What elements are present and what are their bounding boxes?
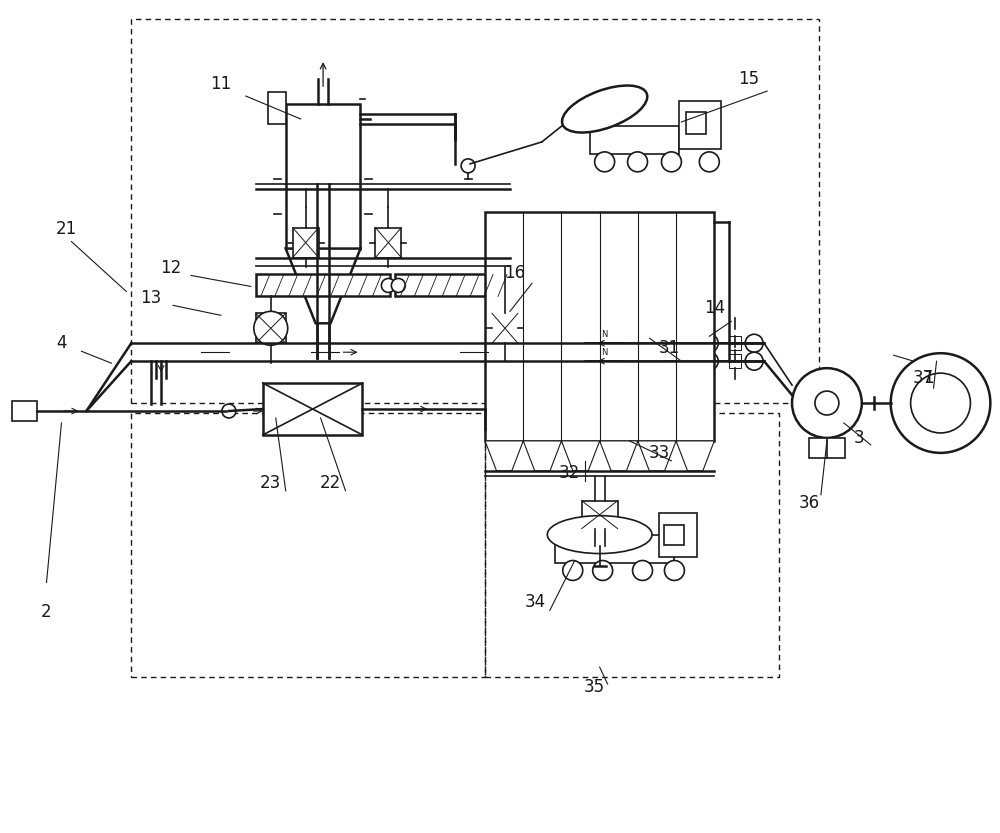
Text: 15: 15 [739, 70, 760, 88]
Ellipse shape [547, 516, 652, 554]
Circle shape [674, 352, 692, 370]
Circle shape [664, 561, 684, 581]
Bar [12, 401, 37, 421]
Polygon shape [286, 248, 360, 323]
Polygon shape [561, 441, 600, 471]
Bar [263, 383, 362, 435]
Text: 34: 34 [524, 593, 545, 611]
Bar [131, 19, 819, 403]
Circle shape [593, 561, 613, 581]
Bar [375, 227, 401, 257]
Circle shape [745, 334, 763, 352]
Bar [679, 101, 721, 149]
Bar [131, 413, 485, 677]
Bar [630, 337, 644, 350]
Text: 16: 16 [504, 265, 526, 282]
Bar [729, 354, 741, 368]
Bar [485, 413, 779, 677]
Circle shape [891, 353, 990, 453]
Circle shape [699, 152, 719, 172]
Circle shape [628, 152, 648, 172]
Circle shape [815, 391, 839, 415]
Text: N: N [601, 330, 608, 339]
Text: 32: 32 [559, 464, 580, 481]
Text: 22: 22 [320, 474, 341, 491]
Circle shape [461, 159, 475, 172]
Circle shape [650, 334, 668, 352]
Circle shape [222, 404, 236, 418]
Circle shape [595, 152, 615, 172]
Polygon shape [485, 441, 523, 471]
Ellipse shape [562, 86, 647, 132]
Circle shape [381, 278, 395, 292]
Bar [582, 501, 618, 529]
Polygon shape [638, 441, 676, 471]
Text: 2: 2 [41, 603, 52, 621]
Bar [590, 126, 679, 154]
Bar [659, 512, 697, 556]
Polygon shape [676, 441, 714, 471]
Text: 33: 33 [649, 444, 670, 461]
Text: 23: 23 [260, 474, 281, 491]
Circle shape [911, 373, 970, 433]
Text: 4: 4 [56, 334, 67, 352]
Circle shape [563, 561, 583, 581]
Text: 35: 35 [584, 678, 605, 696]
Bar [485, 212, 714, 441]
Bar [555, 535, 674, 562]
Bar [492, 314, 518, 344]
Text: 31: 31 [659, 339, 680, 357]
Bar [630, 354, 644, 368]
Bar [286, 104, 360, 248]
Circle shape [661, 152, 681, 172]
Circle shape [700, 352, 718, 370]
Text: 21: 21 [56, 220, 77, 237]
Circle shape [792, 368, 862, 438]
Text: 14: 14 [704, 299, 725, 317]
Bar [395, 275, 510, 297]
Text: 12: 12 [160, 260, 182, 277]
Circle shape [650, 352, 668, 370]
Bar [268, 92, 286, 124]
Text: 13: 13 [141, 289, 162, 307]
Bar [664, 525, 684, 545]
Text: 36: 36 [798, 494, 820, 511]
Circle shape [633, 561, 652, 581]
Polygon shape [523, 441, 561, 471]
Circle shape [674, 334, 692, 352]
Circle shape [391, 278, 405, 292]
Circle shape [254, 312, 288, 345]
Bar [686, 112, 706, 134]
Bar [729, 337, 741, 350]
Text: 11: 11 [210, 75, 232, 93]
Bar [809, 438, 845, 458]
Text: N: N [601, 348, 608, 357]
Bar [256, 313, 286, 343]
Polygon shape [600, 441, 638, 471]
Circle shape [745, 352, 763, 370]
Text: 1: 1 [923, 369, 934, 387]
Text: 3: 3 [853, 429, 864, 447]
Bar [256, 275, 390, 297]
Circle shape [700, 334, 718, 352]
Bar [293, 227, 319, 257]
Text: 37: 37 [913, 369, 934, 387]
